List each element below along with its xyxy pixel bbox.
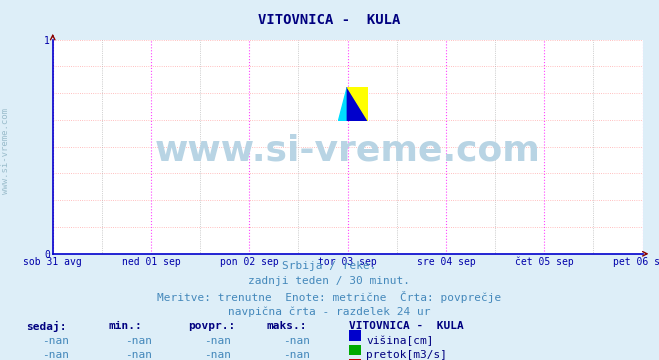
Text: min.:: min.: [109, 321, 142, 331]
Text: -nan: -nan [283, 350, 310, 360]
Text: -nan: -nan [204, 350, 231, 360]
Text: -nan: -nan [204, 336, 231, 346]
Text: višina[cm]: višina[cm] [366, 336, 434, 346]
Text: -nan: -nan [43, 336, 69, 346]
Text: -nan: -nan [125, 336, 152, 346]
Text: Meritve: trenutne  Enote: metrične  Črta: povprečje: Meritve: trenutne Enote: metrične Črta: … [158, 291, 501, 303]
Text: -nan: -nan [125, 350, 152, 360]
Text: povpr.:: povpr.: [188, 321, 235, 331]
Polygon shape [347, 87, 368, 121]
Polygon shape [339, 87, 357, 121]
Text: -nan: -nan [43, 350, 69, 360]
Text: VITOVNICA -  KULA: VITOVNICA - KULA [258, 13, 401, 27]
Text: zadnji teden / 30 minut.: zadnji teden / 30 minut. [248, 276, 411, 286]
Text: sedaj:: sedaj: [26, 321, 67, 332]
Polygon shape [347, 87, 368, 121]
Text: Srbija / reke.: Srbija / reke. [282, 261, 377, 271]
Text: maks.:: maks.: [267, 321, 307, 331]
Text: VITOVNICA -  KULA: VITOVNICA - KULA [349, 321, 464, 331]
Text: navpična črta - razdelek 24 ur: navpična črta - razdelek 24 ur [228, 306, 431, 317]
Text: pretok[m3/s]: pretok[m3/s] [366, 350, 447, 360]
Text: www.si-vreme.com: www.si-vreme.com [155, 134, 540, 168]
Text: -nan: -nan [283, 336, 310, 346]
Text: www.si-vreme.com: www.si-vreme.com [1, 108, 10, 194]
